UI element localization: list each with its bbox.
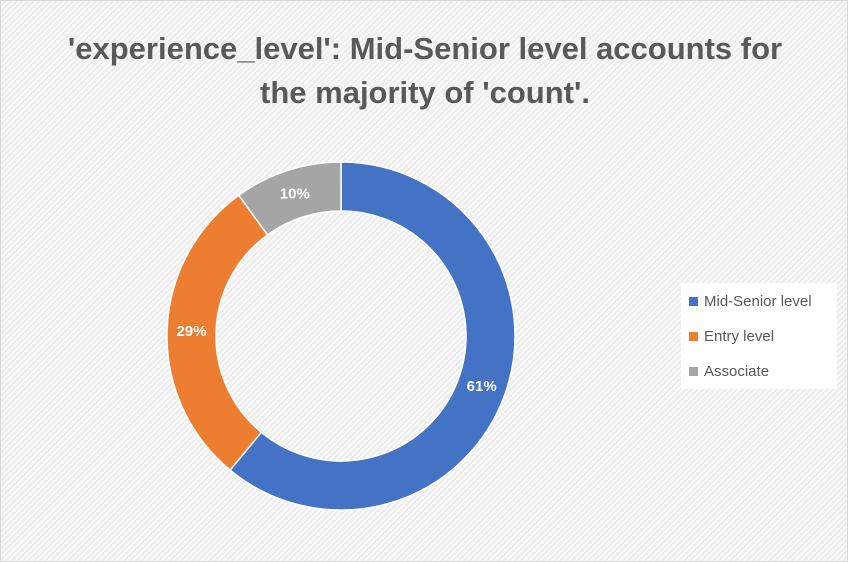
legend-item-mid-senior: Mid-Senior level [689, 291, 812, 311]
legend-item-entry: Entry level [689, 326, 774, 346]
slice-mid-senior [229, 161, 516, 511]
legend-label-associate: Associate [704, 362, 770, 380]
legend-swatch-entry [689, 331, 698, 341]
data-label-associate: 10% [280, 185, 310, 202]
data-label-entry-level: 29% [177, 323, 207, 340]
legend-swatch-mid-senior [689, 296, 698, 306]
legend-label-mid-senior: Mid-Senior level [704, 292, 812, 310]
data-label-mid-senior: 61% [467, 378, 497, 395]
legend-label-entry: Entry level [704, 327, 775, 345]
doughnut-slices [166, 161, 516, 511]
legend-swatch-associate [689, 366, 698, 376]
legend: Mid-Senior level Entry level Associate [681, 283, 837, 389]
legend-item-associate: Associate [689, 361, 769, 381]
doughnut-data-labels: 61% 29% 10% [177, 185, 497, 395]
chart-title: 'experience_level': Mid-Senior level acc… [67, 31, 783, 110]
slice-associate [237, 161, 342, 236]
